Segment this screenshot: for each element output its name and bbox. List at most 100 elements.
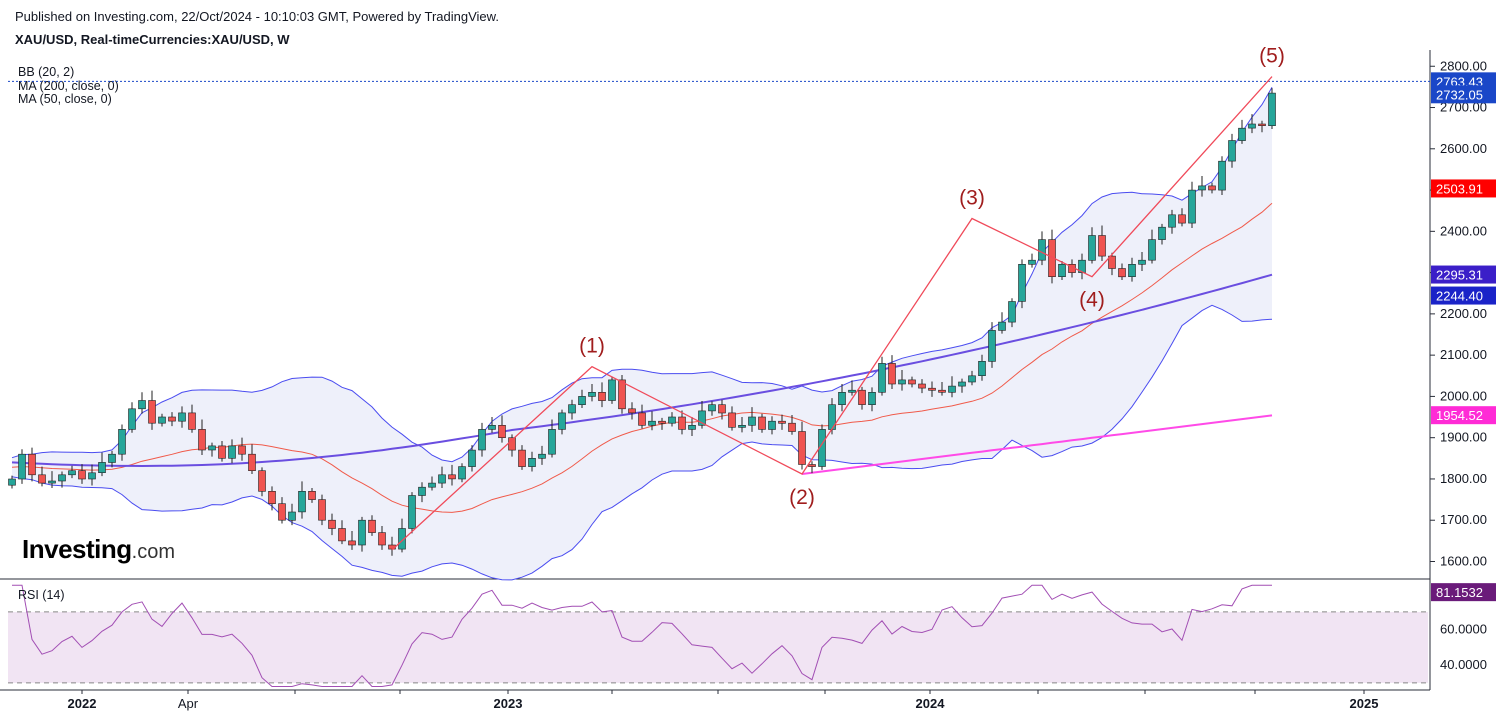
candle[interactable]	[498, 424, 506, 438]
candle[interactable]	[758, 416, 766, 430]
candle[interactable]	[868, 391, 876, 405]
candle[interactable]	[1228, 140, 1236, 162]
candle[interactable]	[848, 389, 856, 393]
candle[interactable]	[288, 511, 296, 521]
candle[interactable]	[1058, 263, 1066, 277]
candle[interactable]	[538, 453, 546, 459]
candle[interactable]	[168, 416, 176, 422]
candle[interactable]	[248, 453, 256, 472]
candle[interactable]	[1258, 123, 1266, 127]
candle[interactable]	[898, 379, 906, 385]
candle[interactable]	[648, 420, 656, 426]
legend-bb[interactable]: BB (20, 2)	[18, 65, 75, 79]
candle[interactable]	[658, 420, 666, 424]
candle[interactable]	[768, 420, 776, 430]
candle[interactable]	[858, 389, 866, 405]
candle[interactable]	[1118, 268, 1126, 278]
candle[interactable]	[1238, 127, 1246, 141]
candle[interactable]	[438, 474, 446, 484]
candle[interactable]	[728, 412, 736, 428]
candle[interactable]	[638, 412, 646, 426]
candle[interactable]	[488, 424, 496, 430]
candle[interactable]	[968, 375, 976, 383]
candle[interactable]	[878, 363, 886, 393]
candle[interactable]	[988, 330, 996, 362]
candle[interactable]	[688, 424, 696, 430]
candle[interactable]	[748, 416, 756, 426]
candle[interactable]	[998, 321, 1006, 331]
candle[interactable]	[148, 400, 156, 424]
candle[interactable]	[1208, 185, 1216, 191]
candle[interactable]	[588, 391, 596, 397]
candle[interactable]	[68, 470, 76, 476]
candle[interactable]	[818, 429, 826, 467]
candle[interactable]	[778, 420, 786, 424]
candle[interactable]	[1008, 301, 1016, 323]
candle[interactable]	[798, 431, 806, 465]
candle[interactable]	[808, 464, 816, 467]
candle[interactable]	[188, 412, 196, 430]
candle[interactable]	[258, 470, 266, 492]
candle[interactable]	[518, 449, 526, 467]
candle[interactable]	[1048, 239, 1056, 278]
candle[interactable]	[48, 480, 56, 484]
candle[interactable]	[178, 412, 186, 422]
candle[interactable]	[208, 445, 216, 451]
candle[interactable]	[528, 457, 536, 467]
candle[interactable]	[378, 532, 386, 546]
candle[interactable]	[788, 422, 796, 432]
legend-ma200[interactable]: MA (200, close, 0)	[18, 78, 119, 93]
candle[interactable]	[1158, 226, 1166, 240]
candle[interactable]	[348, 540, 356, 546]
candle[interactable]	[418, 486, 426, 496]
candle[interactable]	[28, 453, 36, 476]
legend-ma50[interactable]: MA (50, close, 0)	[18, 92, 112, 106]
candle[interactable]	[838, 391, 846, 405]
candle[interactable]	[1098, 235, 1106, 257]
candle[interactable]	[928, 387, 936, 391]
candle[interactable]	[958, 381, 966, 387]
candle[interactable]	[98, 462, 106, 473]
candle[interactable]	[428, 482, 436, 488]
candle[interactable]	[238, 445, 246, 455]
candle[interactable]	[718, 404, 726, 414]
candle[interactable]	[58, 474, 66, 482]
candle[interactable]	[448, 474, 456, 480]
candle[interactable]	[198, 429, 206, 451]
candle[interactable]	[78, 470, 86, 480]
candle[interactable]	[548, 429, 556, 455]
candle[interactable]	[618, 379, 626, 410]
candle[interactable]	[1108, 255, 1116, 269]
candle[interactable]	[1218, 160, 1226, 191]
candle[interactable]	[18, 453, 26, 480]
candle[interactable]	[88, 472, 96, 480]
candle[interactable]	[458, 466, 466, 480]
candle[interactable]	[8, 478, 16, 486]
candle[interactable]	[918, 383, 926, 389]
candle[interactable]	[668, 416, 676, 424]
candle[interactable]	[128, 408, 136, 430]
candle[interactable]	[678, 416, 686, 430]
candle[interactable]	[468, 449, 476, 467]
candle[interactable]	[328, 519, 336, 529]
candle[interactable]	[1088, 235, 1096, 261]
candle[interactable]	[1018, 263, 1026, 302]
candle[interactable]	[158, 416, 166, 424]
candle[interactable]	[478, 429, 486, 451]
candle[interactable]	[1038, 239, 1046, 261]
candle[interactable]	[118, 429, 126, 455]
candle[interactable]	[138, 400, 146, 410]
candle[interactable]	[578, 396, 586, 405]
candle[interactable]	[568, 404, 576, 414]
candle[interactable]	[368, 519, 376, 533]
candle[interactable]	[888, 363, 896, 385]
candle[interactable]	[938, 389, 946, 393]
candle[interactable]	[628, 408, 636, 414]
candle[interactable]	[598, 391, 606, 401]
candle[interactable]	[1138, 259, 1146, 265]
candle[interactable]	[1188, 189, 1196, 224]
candle[interactable]	[908, 379, 916, 385]
candle[interactable]	[708, 404, 716, 412]
candle[interactable]	[558, 412, 566, 430]
